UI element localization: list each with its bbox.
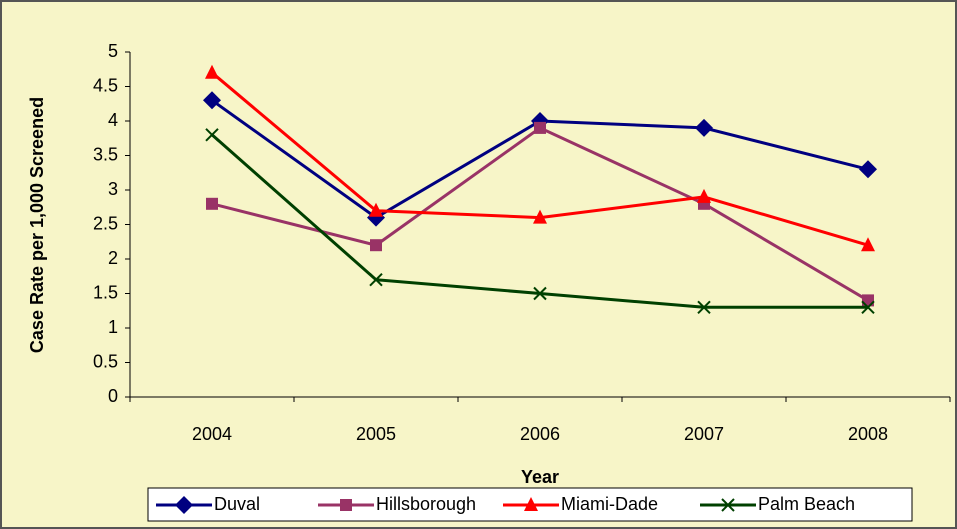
data-point (697, 188, 711, 203)
data-point (697, 300, 711, 315)
y-axis-title: Case Rate per 1,000 Screened (27, 97, 47, 353)
y-tick-label: 4 (108, 110, 118, 130)
data-point (861, 300, 875, 315)
data-point (695, 118, 713, 137)
x-tick-label: 2008 (848, 424, 888, 444)
legend-marker (721, 498, 735, 512)
legend-label: Palm Beach (758, 494, 855, 514)
y-tick-label: 4.5 (93, 75, 118, 95)
data-point (862, 294, 874, 307)
data-point (534, 121, 546, 134)
data-point (370, 239, 382, 252)
legend-marker (175, 496, 193, 514)
legend-label: Miami-Dade (561, 494, 658, 514)
x-tick-label: 2005 (356, 424, 396, 444)
y-tick-label: 5 (108, 41, 118, 61)
y-tick-label: 2.5 (93, 213, 118, 233)
y-tick-label: 2 (108, 248, 118, 268)
data-point (369, 202, 383, 217)
x-tick-label: 2004 (192, 424, 232, 444)
data-point (533, 209, 547, 224)
data-point (861, 237, 875, 252)
data-point (203, 91, 221, 110)
legend-label: Hillsborough (376, 494, 476, 514)
data-point (205, 64, 219, 79)
data-point (859, 160, 877, 179)
x-tick-label: 2006 (520, 424, 560, 444)
y-tick-label: 1.5 (93, 282, 118, 302)
y-tick-label: 0.5 (93, 351, 118, 371)
y-tick-label: 3.5 (93, 144, 118, 164)
legend-marker (340, 499, 352, 511)
data-point (533, 286, 547, 301)
x-axis-title: Year (521, 467, 559, 487)
y-tick-label: 3 (108, 179, 118, 199)
data-point (205, 128, 219, 142)
data-point (369, 272, 383, 287)
y-tick-label: 0 (108, 386, 118, 406)
y-tick-label: 1 (108, 317, 118, 337)
x-tick-label: 2007 (684, 424, 724, 444)
data-point (206, 197, 218, 210)
legend-marker (524, 497, 538, 511)
legend-label: Duval (214, 494, 260, 514)
